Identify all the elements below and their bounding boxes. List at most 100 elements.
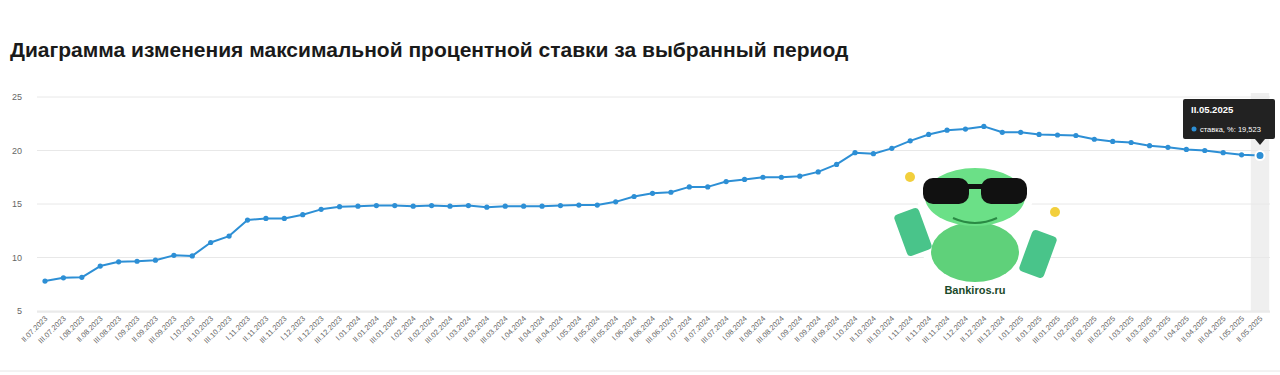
point	[429, 203, 434, 208]
grid-line	[37, 150, 1270, 151]
point	[724, 179, 729, 184]
tooltip-title: II.05.2025	[1191, 104, 1234, 115]
point	[668, 190, 673, 195]
sticker-bg	[923, 216, 1027, 288]
x-axis	[37, 312, 1270, 313]
point	[1239, 152, 1244, 157]
point	[1036, 132, 1041, 137]
point	[392, 203, 397, 208]
y-tick-label: 5	[17, 306, 22, 316]
point	[355, 204, 360, 209]
point	[42, 278, 47, 283]
point	[871, 151, 876, 156]
sticker-label-bg	[937, 282, 1013, 298]
plot	[42, 124, 1264, 284]
money	[1018, 229, 1057, 279]
point	[79, 275, 84, 280]
point	[282, 216, 287, 221]
point	[760, 175, 765, 180]
x-tick-label: II.05.2025	[1234, 314, 1264, 344]
point	[1165, 145, 1170, 150]
point	[226, 234, 231, 239]
point	[944, 128, 949, 133]
point	[981, 124, 986, 129]
point	[816, 169, 821, 174]
point	[558, 203, 563, 208]
mouth	[953, 218, 997, 223]
point	[1018, 130, 1023, 135]
glasses	[981, 178, 1027, 204]
tooltip-arrow	[1255, 139, 1265, 145]
point	[447, 204, 452, 209]
glasses	[967, 184, 983, 189]
point	[319, 207, 324, 212]
watermark: Bankiros.ru	[893, 161, 1060, 298]
point	[1110, 139, 1115, 144]
point	[908, 138, 913, 143]
point	[98, 263, 103, 268]
coin	[1050, 207, 1060, 217]
point	[705, 184, 710, 189]
point	[926, 132, 931, 137]
point	[797, 174, 802, 179]
y-tick-label: 10	[12, 253, 22, 263]
point	[1073, 133, 1078, 138]
point	[153, 258, 158, 263]
watermark-text: Bankiros.ru	[944, 284, 1005, 296]
point	[687, 184, 692, 189]
point	[484, 205, 489, 210]
tooltip: II.05.2025ставка, %: 19,523	[1183, 99, 1275, 145]
y-tick-label: 15	[12, 199, 22, 209]
title: Диаграмма изменения максимальной процент…	[10, 38, 848, 61]
point	[576, 202, 581, 207]
point	[539, 204, 544, 209]
point	[1129, 140, 1134, 145]
point	[889, 146, 894, 151]
point	[963, 127, 968, 132]
point	[171, 253, 176, 258]
point	[300, 212, 305, 217]
point	[742, 177, 747, 182]
chart: Диаграмма изменения максимальной процент…	[0, 0, 1280, 375]
point	[116, 259, 121, 264]
glasses	[923, 178, 969, 204]
grid-line	[37, 311, 1270, 312]
point	[1184, 147, 1189, 152]
tooltip-box	[1183, 99, 1275, 139]
point	[650, 191, 655, 196]
point	[1256, 151, 1265, 160]
y-tick-label: 25	[12, 92, 22, 102]
grid-line	[37, 257, 1270, 258]
point	[466, 203, 471, 208]
money	[893, 207, 932, 257]
point	[1092, 137, 1097, 142]
point	[613, 199, 618, 204]
point	[374, 203, 379, 208]
point	[1147, 143, 1152, 148]
point	[134, 259, 139, 264]
point	[1055, 132, 1060, 137]
point	[521, 204, 526, 209]
point	[834, 162, 839, 167]
tooltip-dot	[1192, 127, 1197, 132]
point	[779, 175, 784, 180]
point	[190, 253, 195, 258]
point	[1202, 148, 1207, 153]
point	[595, 202, 600, 207]
point	[631, 194, 636, 199]
point	[245, 217, 250, 222]
frog-body	[931, 222, 1019, 282]
point	[411, 204, 416, 209]
point	[208, 240, 213, 245]
point	[1221, 150, 1226, 155]
point	[1000, 130, 1005, 135]
point	[337, 204, 342, 209]
y-tick-label: 20	[12, 146, 22, 156]
coin	[905, 172, 915, 182]
separator	[0, 371, 1280, 372]
point	[503, 204, 508, 209]
point	[852, 150, 857, 155]
grid-line	[37, 204, 1270, 205]
point	[61, 275, 66, 280]
grid-line	[37, 97, 1270, 98]
